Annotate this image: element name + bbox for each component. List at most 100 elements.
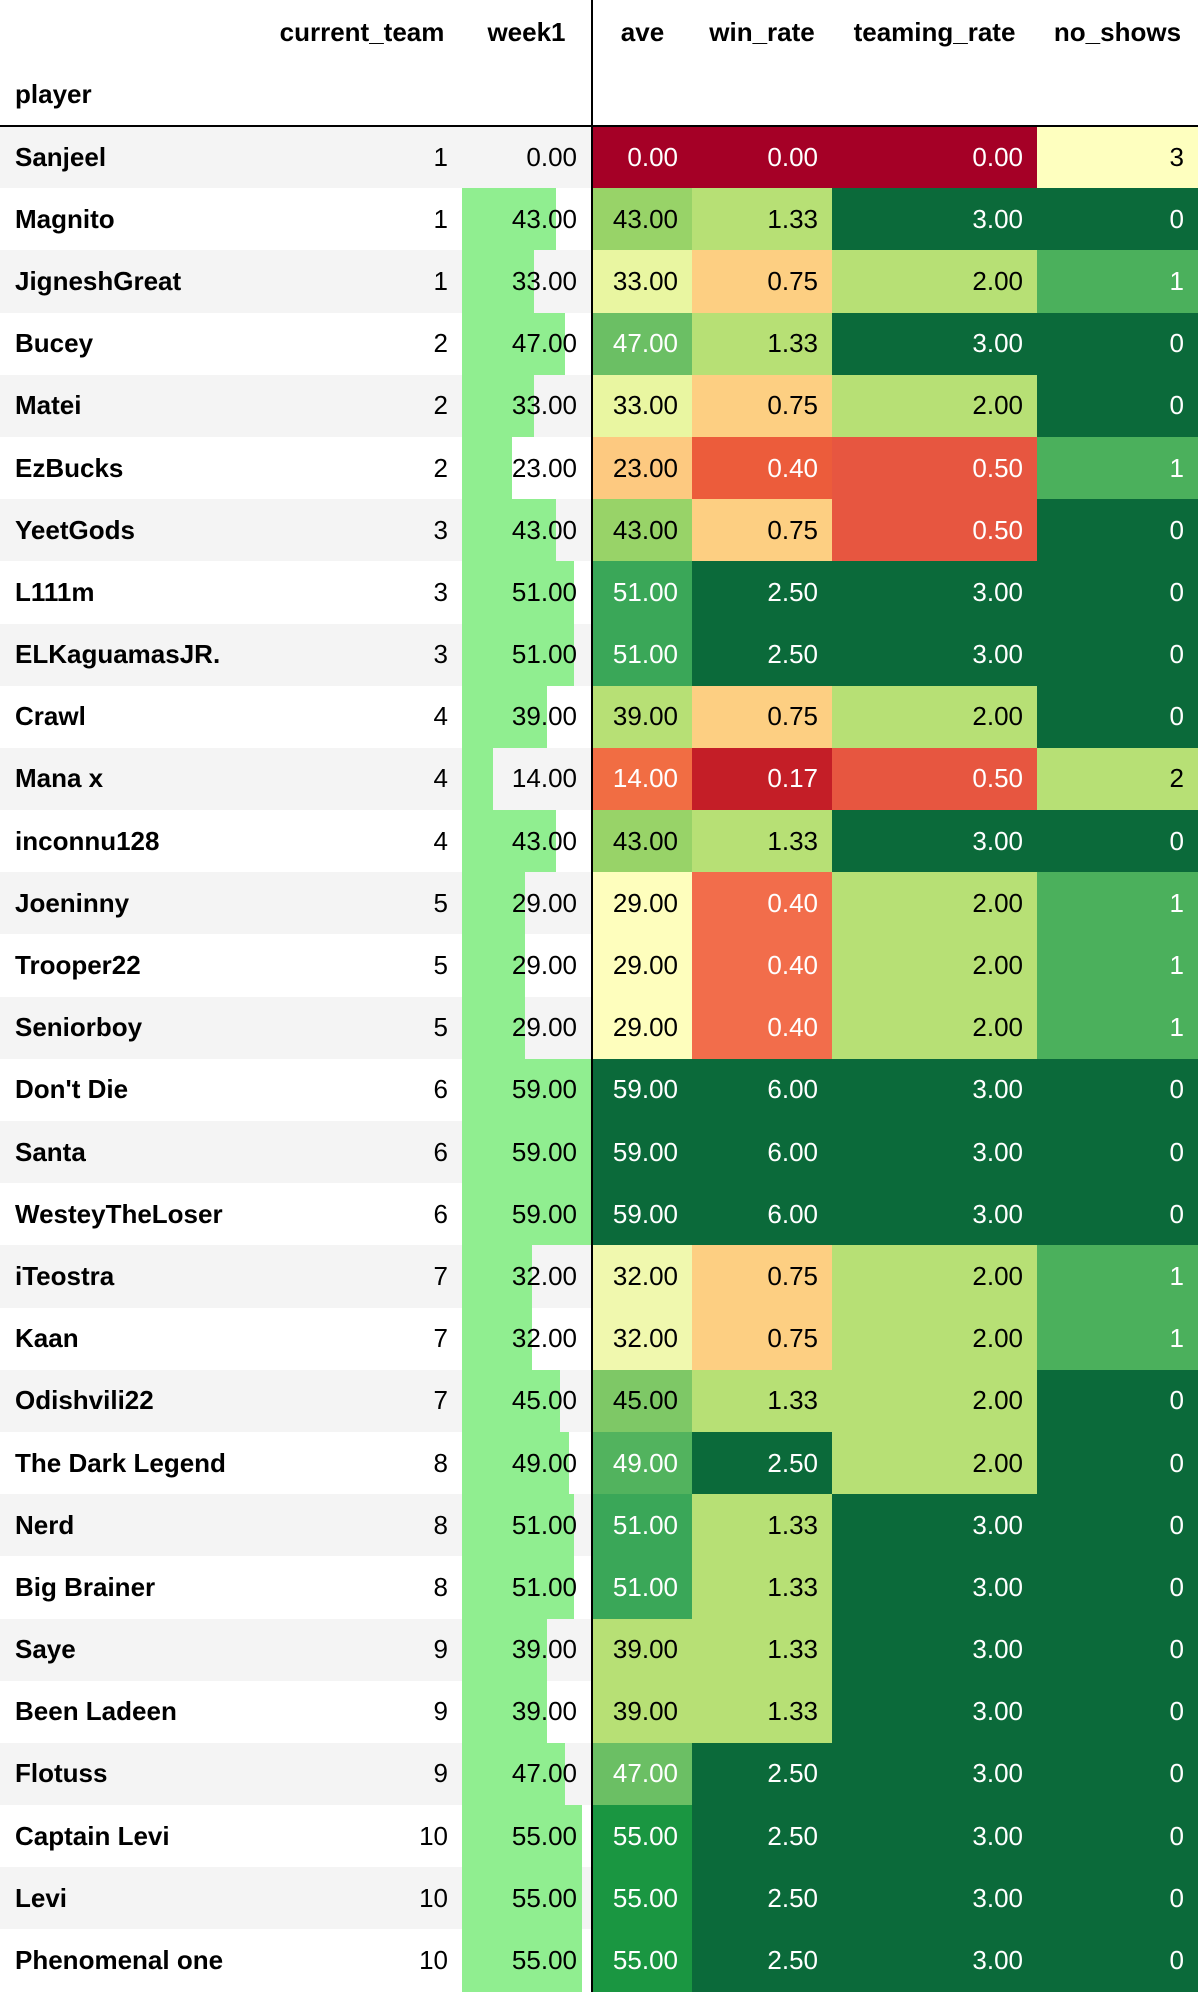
header-no-shows: no_shows xyxy=(1053,16,1182,47)
teaming-rate-cell: 3.00 xyxy=(832,1867,1037,1930)
week1-bar-cell: 29.00 xyxy=(462,934,592,997)
teaming-rate-cell: 3.00 xyxy=(832,561,1037,624)
week1-value: 51.00 xyxy=(511,639,577,670)
corner-header xyxy=(0,0,262,64)
current-team-cell: 2 xyxy=(433,390,448,421)
current-team-cell: 9 xyxy=(433,1696,448,1727)
teaming-rate-cell: 2.00 xyxy=(832,872,1037,935)
win-rate-cell: 6.00 xyxy=(692,1121,832,1184)
teaming-rate-cell: 0.50 xyxy=(832,747,1037,811)
week1-bar-cell: 59.00 xyxy=(462,1058,592,1121)
no-shows-cell: 0 xyxy=(1037,374,1198,437)
win-rate-cell: 1.33 xyxy=(692,1680,832,1743)
player-name-cell: EzBucks xyxy=(15,452,124,483)
table-row: Bucey 2 47.00 47.00 1.33 3.00 0 xyxy=(0,312,1198,375)
player-name-cell: ELKaguamasJR. xyxy=(15,639,221,670)
win-rate-cell: 0.75 xyxy=(692,499,832,562)
header-week1: week1 xyxy=(487,16,566,47)
ave-cell: 51.00 xyxy=(591,1556,692,1619)
ave-cell: 33.00 xyxy=(591,250,692,313)
header-win-rate: win_rate xyxy=(709,16,815,47)
week1-bar-cell: 51.00 xyxy=(462,1556,592,1619)
week1-value: 23.00 xyxy=(511,452,577,483)
no-shows-cell: 0 xyxy=(1037,1431,1198,1495)
week1-bar-cell: 32.00 xyxy=(462,1245,592,1308)
teaming-rate-cell: 2.00 xyxy=(832,1369,1037,1432)
current-team-cell: 4 xyxy=(433,701,448,732)
player-name-cell: Trooper22 xyxy=(15,950,141,981)
week1-bar-cell: 43.00 xyxy=(462,188,592,251)
table-row: Don't Die 6 59.00 59.00 6.00 3.00 0 xyxy=(0,1058,1198,1121)
player-name-cell: Been Ladeen xyxy=(15,1696,177,1727)
no-shows-cell: 1 xyxy=(1037,250,1198,313)
win-rate-cell: 2.50 xyxy=(692,1431,832,1495)
week1-bar-cell: 49.00 xyxy=(462,1431,592,1495)
table-row: Kaan 7 32.00 32.00 0.75 2.00 1 xyxy=(0,1307,1198,1370)
table-row: Seniorboy 5 29.00 29.00 0.40 2.00 1 xyxy=(0,996,1198,1059)
week1-bar-cell: 47.00 xyxy=(462,1742,592,1806)
current-team-cell: 7 xyxy=(433,1260,448,1291)
win-rate-cell: 0.75 xyxy=(692,685,832,748)
table-row: Saye 9 39.00 39.00 1.33 3.00 0 xyxy=(0,1618,1198,1681)
player-name-cell: Nerd xyxy=(15,1509,75,1540)
no-shows-cell: 0 xyxy=(1037,1742,1198,1806)
week1-value: 55.00 xyxy=(511,1820,577,1851)
no-shows-cell: 0 xyxy=(1037,1618,1198,1681)
week1-bar-cell: 14.00 xyxy=(462,747,592,811)
table-row: EzBucks 2 23.00 23.00 0.40 0.50 1 xyxy=(0,436,1198,500)
current-team-cell: 5 xyxy=(433,887,448,918)
table-row: WesteyTheLoser 6 59.00 59.00 6.00 3.00 0 xyxy=(0,1183,1198,1246)
week1-value: 55.00 xyxy=(511,1882,577,1913)
current-team-cell: 5 xyxy=(433,1012,448,1043)
week1-value: 59.00 xyxy=(511,1198,577,1229)
player-name-cell: Joeninny xyxy=(15,887,130,918)
no-shows-cell: 0 xyxy=(1037,1121,1198,1184)
win-rate-cell: 1.33 xyxy=(692,810,832,873)
player-name-cell: Flotuss xyxy=(15,1758,108,1789)
player-name-cell: Seniorboy xyxy=(15,1012,143,1043)
ave-cell: 32.00 xyxy=(591,1307,692,1370)
index-header-row: player xyxy=(0,64,1198,127)
current-team-cell: 1 xyxy=(433,203,448,234)
week1-bar-cell: 32.00 xyxy=(462,1307,592,1370)
win-rate-cell: 2.50 xyxy=(692,1867,832,1930)
table-row: Santa 6 59.00 59.00 6.00 3.00 0 xyxy=(0,1121,1198,1184)
week1-bar-cell: 59.00 xyxy=(462,1183,592,1246)
teaming-rate-cell: 3.00 xyxy=(832,1494,1037,1557)
ave-cell: 43.00 xyxy=(591,810,692,873)
table-row: Big Brainer 8 51.00 51.00 1.33 3.00 0 xyxy=(0,1556,1198,1619)
ave-cell: 49.00 xyxy=(591,1431,692,1495)
table-row: JigneshGreat 1 33.00 33.00 0.75 2.00 1 xyxy=(0,250,1198,313)
week1-bar xyxy=(462,1929,583,1992)
table-row: YeetGods 3 43.00 43.00 0.75 0.50 0 xyxy=(0,499,1198,562)
current-team-cell: 6 xyxy=(433,1198,448,1229)
win-rate-cell: 1.33 xyxy=(692,1494,832,1557)
week1-value: 43.00 xyxy=(511,514,577,545)
win-rate-cell: 2.50 xyxy=(692,1929,832,1992)
ave-cell: 51.00 xyxy=(591,623,692,686)
win-rate-cell: 0.75 xyxy=(692,1307,832,1370)
current-team-cell: 7 xyxy=(433,1385,448,1416)
ave-cell: 33.00 xyxy=(591,374,692,437)
ave-cell: 29.00 xyxy=(591,872,692,935)
week1-bar xyxy=(462,1121,591,1184)
win-rate-cell: 0.00 xyxy=(692,126,832,189)
current-team-cell: 8 xyxy=(433,1447,448,1478)
win-rate-cell: 0.40 xyxy=(692,436,832,500)
week1-bar-cell: 33.00 xyxy=(462,250,592,313)
ave-cell: 47.00 xyxy=(591,312,692,375)
no-shows-cell: 0 xyxy=(1037,623,1198,686)
week1-bar xyxy=(462,436,513,500)
player-name-cell: Magnito xyxy=(15,203,115,234)
teaming-rate-cell: 0.50 xyxy=(832,436,1037,500)
no-shows-cell: 0 xyxy=(1037,685,1198,748)
player-name-cell: Kaan xyxy=(15,1323,79,1354)
week1-bar xyxy=(462,1680,548,1743)
no-shows-cell: 0 xyxy=(1037,188,1198,251)
week1-bar xyxy=(462,685,548,748)
week1-value: 55.00 xyxy=(511,1945,577,1976)
teaming-rate-cell: 2.00 xyxy=(832,1307,1037,1370)
teaming-rate-cell: 3.00 xyxy=(832,1680,1037,1743)
week1-bar-cell: 55.00 xyxy=(462,1867,592,1930)
win-rate-cell: 0.17 xyxy=(692,747,832,811)
